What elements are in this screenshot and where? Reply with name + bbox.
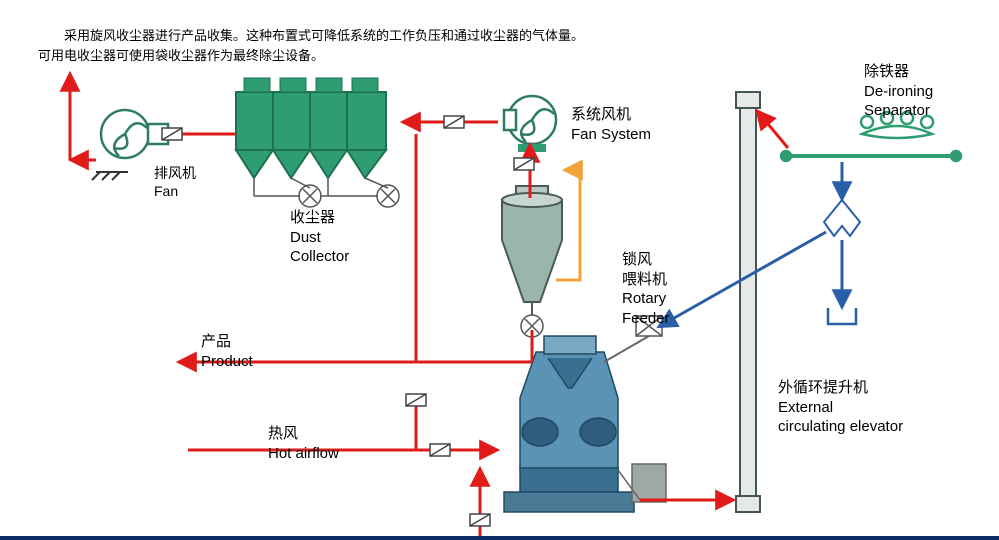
dampers [162,116,534,526]
damper-5 [430,444,450,456]
damper-1 [444,116,464,128]
dust-collector [236,78,399,207]
cyclone-separator [502,186,562,337]
label-elevator: 外循环提升机 External circulating elevator [778,378,903,437]
label-dust-collector: 收尘器 Dust Collector [290,208,349,267]
label-rotary-feeder: 锁风 喂料机 Rotary Feeder [622,250,670,328]
system-fan [504,96,556,152]
damper-2 [514,158,534,170]
label-product: 产品 Product [201,332,253,371]
material-splitter [824,200,860,236]
bottom-border [0,536,999,540]
equipment-layer [0,0,999,540]
flow-elev-top-in [758,112,788,148]
label-fan: 排风机 Fan [154,164,196,200]
label-hot-airflow: 热风 Hot airflow [268,424,339,463]
label-fan-system: 系统风机 Fan System [571,105,651,144]
flow-lines [70,75,842,538]
ground-symbol [92,172,128,180]
damper-4 [470,514,490,526]
elevator [736,92,760,512]
reject-bin [828,308,856,324]
label-deironing: 除铁器 De-ironing Separator [864,62,933,121]
damper-0 [162,128,182,140]
diagram-canvas: 采用旋风收尘器进行产品收集。这种布置式可降低系统的工作负压和通过收尘器的气体量。… [0,0,999,540]
damper-3 [406,394,426,406]
